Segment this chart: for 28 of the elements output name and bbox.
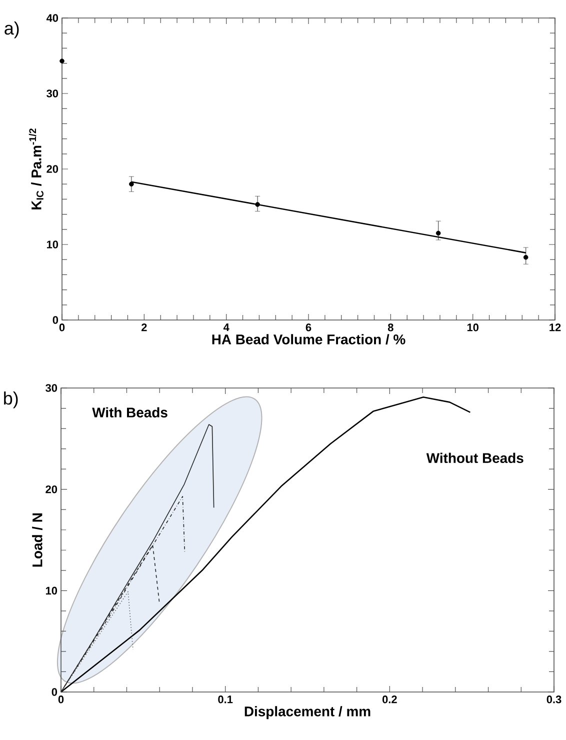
- annotation: With Beads: [92, 407, 168, 418]
- x-tick-label: 2: [141, 324, 147, 332]
- y-tick-label: 10: [46, 586, 58, 595]
- y-tick-label: 30: [46, 384, 58, 392]
- x-axis-title: Displacement / mm: [244, 706, 370, 720]
- x-tick-label: 0: [59, 324, 65, 332]
- x-tick-label: 0.3: [546, 696, 562, 704]
- x-tick-label: 0: [58, 696, 64, 704]
- x-axis-title: HA Bead Volume Fraction / %: [212, 334, 406, 344]
- annotation: Without Beads: [426, 452, 524, 464]
- y-tick-label: 40: [46, 14, 58, 22]
- y-tick-label: 30: [46, 90, 58, 98]
- y-tick-label: 20: [46, 485, 58, 494]
- text: b): [4, 392, 18, 408]
- x-tick-label: 0.2: [382, 696, 397, 704]
- text: a): [4, 22, 19, 38]
- x-tick-label: 10: [467, 324, 478, 332]
- y-tick-label: 20: [46, 165, 58, 173]
- y-tick-label: 10: [46, 240, 58, 248]
- x-tick-label: 6: [306, 324, 312, 332]
- y-axis-title: K$_{IC}$ / Pa.m$^{-1/2}$: [28, 128, 44, 210]
- y-tick-label: 0: [52, 316, 58, 324]
- x-tick-label: 8: [388, 324, 394, 332]
- x-tick-label: 12: [550, 324, 561, 332]
- y-axis-title: Load / N: [32, 513, 42, 567]
- y-tick-label: 0: [52, 688, 58, 696]
- x-tick-label: 4: [223, 324, 230, 332]
- x-tick-label: 0.1: [218, 696, 233, 704]
